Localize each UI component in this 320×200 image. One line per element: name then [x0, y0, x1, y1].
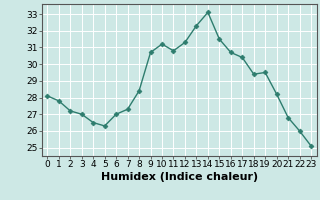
X-axis label: Humidex (Indice chaleur): Humidex (Indice chaleur): [100, 172, 258, 182]
